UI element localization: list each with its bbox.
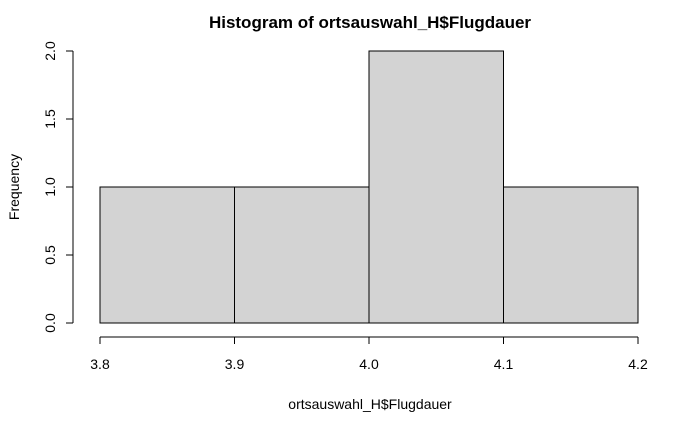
x-tick-label-1: 3.9: [225, 356, 245, 372]
histogram-bar-2: [368, 50, 504, 324]
y-axis-label: Frequency: [6, 154, 22, 220]
y-tick-label-2: 1.0: [42, 177, 58, 197]
y-tick-label-4: 2.0: [42, 41, 58, 61]
x-axis-label: ortsauswahl_H$Flugdauer: [288, 396, 452, 412]
x-tick-label-2: 4.0: [359, 356, 379, 372]
y-tick-label-3: 1.5: [42, 109, 58, 129]
x-axis: 3.8 3.9 4.0 4.1 4.2: [90, 336, 648, 372]
y-axis: 0.0 0.5 1.0 1.5 2.0: [42, 41, 74, 333]
x-tick-label-3: 4.1: [494, 356, 514, 372]
x-tick-label-0: 3.8: [90, 356, 110, 372]
y-tick-label-0: 0.0: [42, 313, 58, 333]
chart-title: Histogram of ortsauswahl_H$Flugdauer: [209, 13, 531, 32]
y-tick-label-1: 0.5: [42, 245, 58, 265]
histogram-bar-1: [234, 186, 370, 324]
histogram-bar-0: [99, 186, 235, 324]
histogram-bar-3: [503, 186, 639, 324]
bars-group: [99, 50, 639, 324]
x-tick-label-4: 4.2: [628, 356, 648, 372]
